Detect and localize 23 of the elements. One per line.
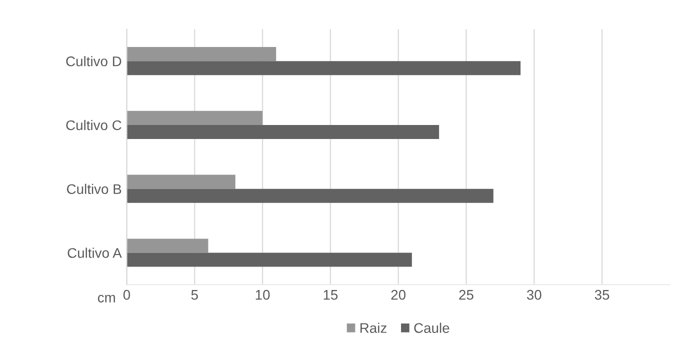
x-tick-label: 20: [391, 290, 406, 300]
y-tick-label: Cultivo D: [66, 56, 122, 66]
x-tick-label: 0: [123, 290, 130, 300]
bar: [126, 252, 412, 267]
legend-label: Raiz: [360, 322, 386, 333]
bar: [126, 238, 208, 253]
x-tick-label: 30: [526, 290, 542, 300]
x-tick-label: 10: [256, 290, 270, 300]
bar: [126, 110, 263, 125]
x-axis-title: cm: [98, 294, 115, 302]
x-tick-label: 15: [324, 290, 338, 300]
x-tick-label: 35: [594, 290, 610, 300]
y-tick-label: Cultivo A: [68, 248, 122, 258]
bar: [126, 174, 236, 189]
x-tick-label: 25: [459, 290, 474, 300]
bar: [126, 124, 440, 140]
y-tick-label: Cultivo C: [66, 120, 122, 130]
legend-label: Caule: [414, 322, 450, 333]
bar: [126, 47, 276, 62]
x-tick-label: 5: [191, 290, 198, 300]
bar: [126, 188, 494, 203]
y-tick-label: Cultivo B: [66, 184, 122, 194]
bar: [126, 61, 521, 76]
